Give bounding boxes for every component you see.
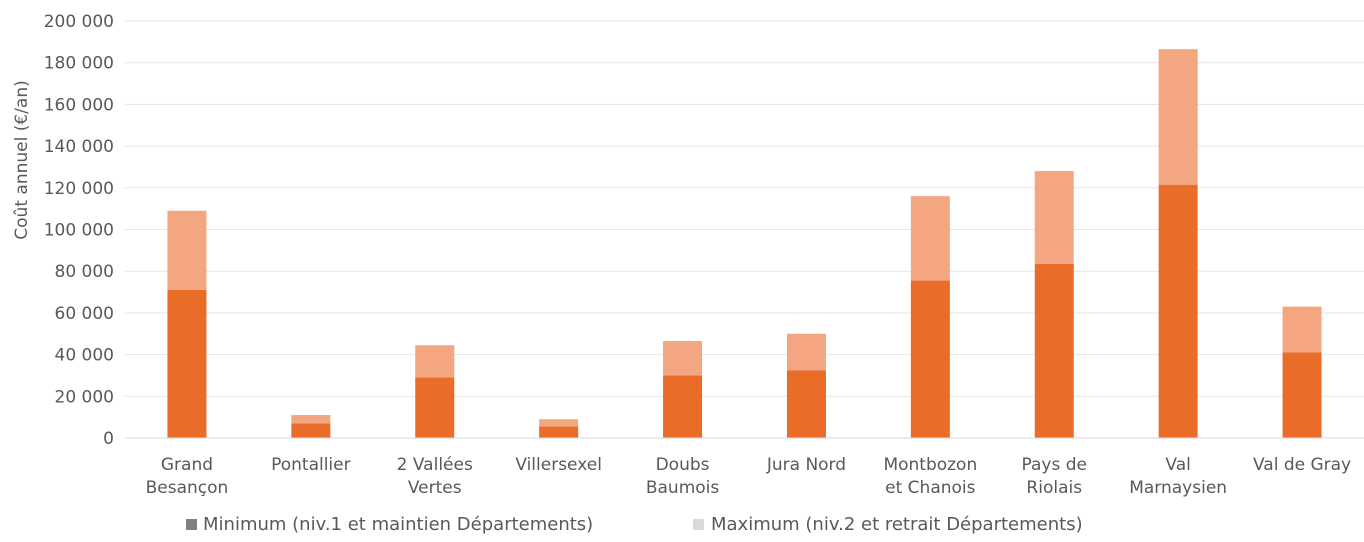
x-category-label: Val de Gray [1253, 455, 1351, 475]
y-tick-label: 60 000 [55, 304, 114, 324]
x-category-label: 2 Vallées [397, 455, 473, 475]
bar-maximum [1282, 306, 1322, 353]
bar-minimum [415, 377, 455, 438]
x-category-label: Pays de [1022, 455, 1087, 475]
x-category-label: Villersexel [515, 455, 602, 475]
bar-maximum [1158, 49, 1198, 185]
gridlines [125, 20, 1364, 397]
y-tick-label: 0 [103, 429, 114, 449]
bar-minimum [291, 423, 331, 438]
legend-label-minimum: Minimum (niv.1 et maintien Départements) [203, 514, 593, 535]
y-tick-label: 80 000 [55, 262, 114, 282]
bar-maximum [415, 345, 455, 378]
bar-minimum [1282, 352, 1322, 438]
bar-minimum [1158, 184, 1198, 438]
bar-maximum [786, 333, 826, 371]
y-tick-label: 160 000 [44, 95, 114, 115]
x-category-label: et Chanois [885, 478, 975, 498]
bar-maximum [910, 196, 950, 281]
y-tick-label: 20 000 [55, 387, 114, 407]
bar-minimum [539, 426, 579, 438]
legend: Minimum (niv.1 et maintien Départements)… [186, 514, 1083, 535]
y-axis-ticks: 0 20 000 40 000 60 000 80 000 100 000 120 000 1… [44, 12, 114, 449]
y-tick-label: 200 000 [44, 12, 114, 32]
bar-maximum [167, 210, 207, 290]
legend-swatch-minimum [186, 519, 197, 530]
x-category-label: Montbozon [883, 455, 977, 475]
y-tick-label: 180 000 [44, 54, 114, 74]
y-tick-label: 40 000 [55, 346, 114, 366]
x-category-label: Pontallier [271, 455, 351, 475]
x-category-label: Baumois [646, 478, 720, 498]
bar-minimum [910, 280, 950, 438]
y-tick-label: 100 000 [44, 221, 114, 241]
x-category-label: Riolais [1026, 478, 1082, 498]
bar-minimum [1034, 263, 1074, 438]
bar-maximum [663, 341, 703, 376]
bar-minimum [786, 370, 826, 438]
y-axis-label: Coût annuel (€/an) [12, 80, 32, 239]
legend-label-maximum: Maximum (niv.2 et retrait Départements) [711, 514, 1083, 535]
y-tick-label: 140 000 [44, 137, 114, 157]
x-category-label: Vertes [408, 478, 462, 498]
x-category-label: Doubs [656, 455, 710, 475]
legend-swatch-maximum [693, 519, 704, 530]
x-category-label: Jura Nord [766, 455, 846, 475]
x-axis-categories: Grand Besançon Pontallier 2 Vallées Vertes Vi… [146, 455, 1352, 498]
x-category-label: Marnaysien [1129, 478, 1227, 498]
bar-minimum [663, 375, 703, 438]
x-category-label: Besançon [146, 478, 229, 498]
y-tick-label: 120 000 [44, 179, 114, 199]
bars [167, 49, 1322, 438]
bar-maximum [291, 415, 331, 424]
bar-maximum [539, 419, 579, 427]
bar-minimum [167, 289, 207, 438]
x-category-label: Grand [161, 455, 213, 475]
bar-maximum [1034, 171, 1074, 264]
x-category-label: Val [1165, 455, 1190, 475]
